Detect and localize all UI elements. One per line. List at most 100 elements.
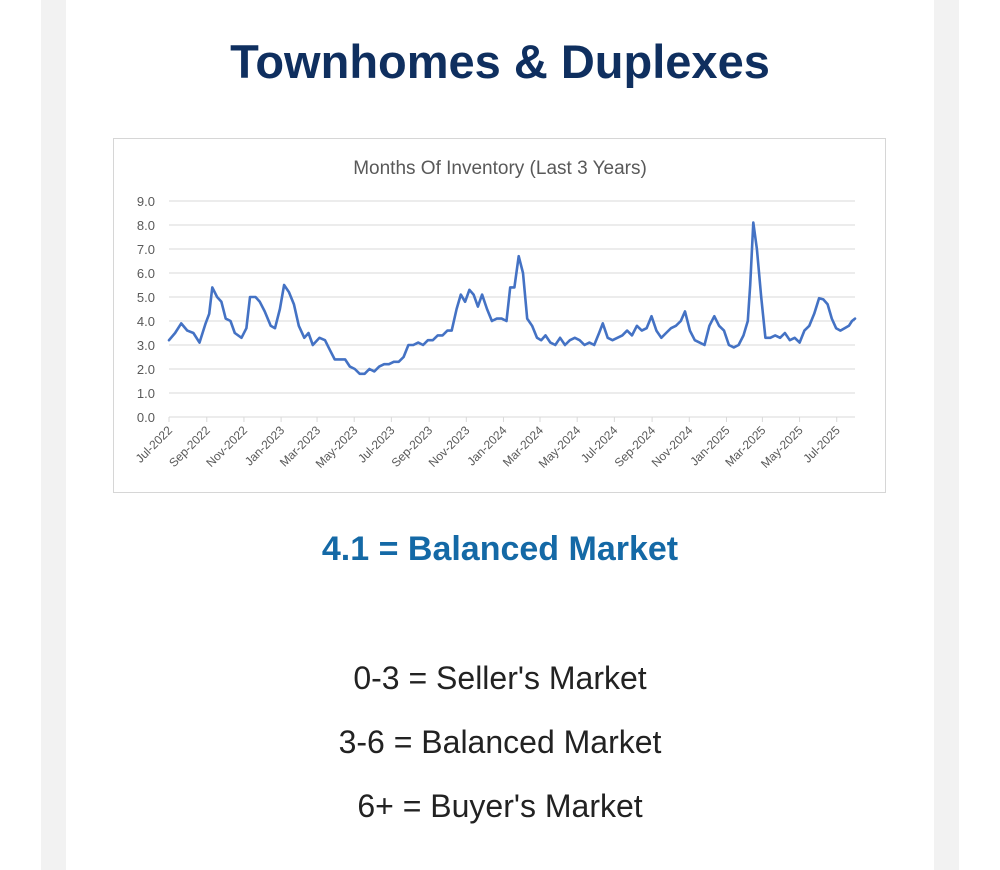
data-point	[756, 248, 758, 250]
y-tick-label: 0.0	[137, 410, 155, 425]
data-point	[749, 284, 751, 286]
data-point	[477, 305, 479, 307]
data-point	[220, 301, 222, 303]
data-point	[621, 334, 623, 336]
data-point	[564, 344, 566, 346]
data-point	[288, 291, 290, 293]
data-point	[513, 286, 515, 288]
data-point	[460, 293, 462, 295]
data-point	[531, 325, 533, 327]
data-point	[822, 298, 824, 300]
y-tick-label: 2.0	[137, 362, 155, 377]
y-tick-label: 4.0	[137, 314, 155, 329]
data-point	[324, 339, 326, 341]
data-point	[831, 317, 833, 319]
data-point	[486, 308, 488, 310]
data-point	[334, 358, 336, 360]
data-point	[249, 296, 251, 298]
data-point	[259, 301, 261, 303]
data-point	[680, 320, 682, 322]
data-point	[363, 373, 365, 375]
data-point	[675, 325, 677, 327]
x-tick-label: Jul-2025	[800, 423, 843, 466]
data-point	[180, 322, 182, 324]
data-point	[359, 373, 361, 375]
data-point	[626, 329, 628, 331]
data-point	[225, 317, 227, 319]
y-axis-tick-labels: 0.0 1.0 2.0 3.0 4.0 5.0 6.0 7.0 8.0 9.0	[137, 194, 155, 425]
gridlines	[169, 200, 855, 418]
data-point	[574, 337, 576, 339]
data-point	[723, 329, 725, 331]
data-point	[818, 297, 820, 299]
data-point	[518, 255, 520, 257]
y-tick-label: 5.0	[137, 290, 155, 305]
data-point	[611, 339, 613, 341]
x-tick-label: Nov-2023	[426, 423, 473, 470]
data-point	[216, 296, 218, 298]
data-point	[168, 339, 170, 341]
data-point	[760, 296, 762, 298]
data-point	[843, 327, 845, 329]
data-point	[769, 337, 771, 339]
data-point	[208, 313, 210, 315]
data-point	[631, 334, 633, 336]
data-point	[708, 325, 710, 327]
data-point	[636, 325, 638, 327]
data-point	[496, 317, 498, 319]
data-point	[694, 339, 696, 341]
data-point	[464, 301, 466, 303]
data-point	[303, 337, 305, 339]
data-point	[774, 334, 776, 336]
data-point	[593, 344, 595, 346]
data-point	[378, 365, 380, 367]
data-point	[554, 344, 556, 346]
inventory-chart-svg: Months Of Inventory (Last 3 Years) 0.0 1.…	[133, 158, 857, 471]
data-point	[240, 337, 242, 339]
data-point	[451, 329, 453, 331]
data-point	[318, 337, 320, 339]
data-point	[274, 327, 276, 329]
x-tick-label: Nov-2024	[649, 423, 696, 470]
y-tick-label: 6.0	[137, 266, 155, 281]
data-point	[728, 344, 730, 346]
market-status-headline: 4.1 = Balanced Market	[321, 530, 679, 568]
data-point	[349, 365, 351, 367]
data-point	[522, 272, 524, 274]
data-point	[437, 334, 439, 336]
data-point	[229, 320, 231, 322]
data-point	[808, 325, 810, 327]
data-point	[468, 289, 470, 291]
data-point	[742, 334, 744, 336]
y-tick-label: 8.0	[137, 218, 155, 233]
data-point	[254, 296, 256, 298]
data-point	[455, 308, 457, 310]
data-point	[665, 332, 667, 334]
data-point	[607, 337, 609, 339]
data-point	[650, 315, 652, 317]
x-axis-tick-labels: Jul-2022Sep-2022Nov-2022Jan-2023Mar-2023…	[133, 417, 843, 471]
data-point	[536, 337, 538, 339]
data-point	[559, 337, 561, 339]
data-point	[417, 341, 419, 343]
sellers-market-range: 0-3 = Seller's Market	[353, 660, 647, 696]
data-point	[211, 286, 213, 288]
data-point	[752, 221, 754, 223]
data-point	[393, 361, 395, 363]
right-page-gutter	[934, 0, 959, 870]
data-point	[329, 349, 331, 351]
data-point	[491, 320, 493, 322]
data-point	[234, 332, 236, 334]
data-point	[598, 332, 600, 334]
data-point	[540, 339, 542, 341]
data-point	[509, 286, 511, 288]
data-point	[655, 329, 657, 331]
data-point	[402, 356, 404, 358]
data-point	[264, 310, 266, 312]
data-point	[737, 344, 739, 346]
data-point	[848, 325, 850, 327]
data-point	[854, 317, 856, 319]
data-point	[422, 344, 424, 346]
data-point	[616, 337, 618, 339]
data-point	[526, 317, 528, 319]
